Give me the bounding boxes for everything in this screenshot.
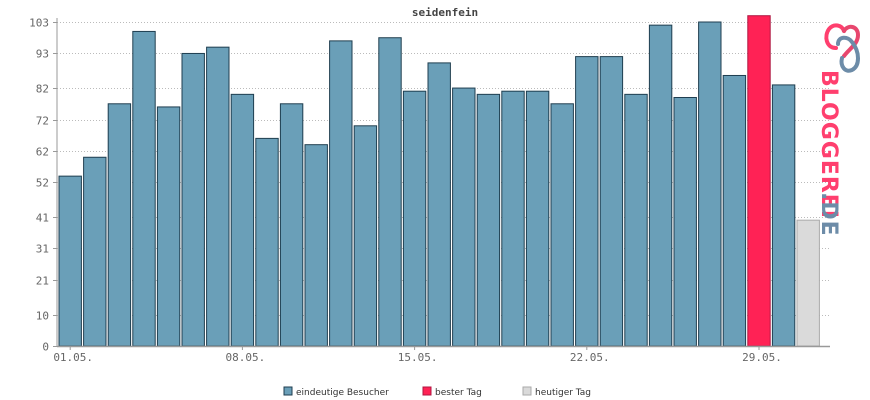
legend-label-today: heutiger Tag bbox=[535, 388, 591, 398]
bar-regular bbox=[230, 93, 255, 347]
legend-swatch-best bbox=[422, 386, 432, 396]
x-tick-label: 15.05. bbox=[398, 351, 438, 364]
bar-regular bbox=[107, 103, 132, 347]
bar-regular bbox=[58, 175, 82, 347]
y-tick-label: 52 bbox=[36, 177, 49, 190]
bar-regular bbox=[722, 74, 747, 347]
y-tick-label: 93 bbox=[36, 48, 49, 61]
bar-regular bbox=[624, 93, 648, 347]
bar-regular bbox=[132, 30, 156, 347]
y-tick-label: 41 bbox=[36, 212, 49, 225]
bar-best bbox=[747, 15, 771, 347]
legend: eindeutige Besucher bester Tag heutiger Ta… bbox=[283, 386, 591, 398]
bar-regular bbox=[648, 24, 673, 347]
bar-regular bbox=[279, 103, 304, 347]
brand-suffix: .DE bbox=[816, 192, 841, 237]
legend-label-best: bester Tag bbox=[435, 388, 482, 398]
y-tick-label: 21 bbox=[36, 275, 49, 288]
bar-regular bbox=[181, 52, 205, 347]
bar-regular bbox=[378, 37, 402, 347]
bar-regular bbox=[353, 125, 378, 347]
x-tick-label: 08.05. bbox=[226, 351, 266, 364]
bar-regular bbox=[156, 106, 181, 347]
y-tick-label: 72 bbox=[36, 115, 49, 128]
bar-regular bbox=[771, 84, 796, 347]
y-tick-label: 82 bbox=[36, 83, 49, 96]
bar-regular bbox=[427, 62, 451, 347]
bar-regular bbox=[452, 87, 476, 347]
y-tick-label: 10 bbox=[36, 310, 49, 323]
bar-regular bbox=[599, 56, 624, 347]
bloggerei-logo: BLOGGEREI .DE bbox=[816, 23, 861, 237]
legend-swatch-today bbox=[522, 386, 532, 396]
bar-today bbox=[796, 219, 820, 347]
legend-label-regular: eindeutige Besucher bbox=[296, 388, 389, 398]
axes: 0 10 21 31 41 52 62 72 82 93 103 01.05. 08.05. 15.05.… bbox=[29, 17, 830, 364]
bar-regular bbox=[402, 90, 427, 347]
bars bbox=[58, 15, 820, 347]
bar-regular bbox=[83, 156, 107, 347]
bloggerei-heart-logo-icon bbox=[824, 23, 861, 73]
y-tick-label: 62 bbox=[36, 146, 49, 159]
bar-regular bbox=[476, 93, 501, 347]
y-tick-label: 0 bbox=[42, 341, 49, 354]
x-tick-label: 22.05. bbox=[570, 351, 610, 364]
bar-regular bbox=[673, 96, 697, 347]
bar-regular bbox=[206, 46, 230, 347]
legend-swatch-regular bbox=[283, 386, 293, 396]
bar-regular bbox=[501, 90, 525, 347]
y-tick-label: 103 bbox=[29, 17, 49, 30]
bar-regular bbox=[329, 40, 353, 347]
bar-regular bbox=[698, 21, 722, 347]
brand-name: BLOGGEREI bbox=[816, 70, 841, 219]
x-tick-label: 01.05. bbox=[53, 351, 93, 364]
bar-regular bbox=[304, 144, 328, 347]
bar-regular bbox=[525, 90, 550, 347]
x-tick-label: 29.05. bbox=[742, 351, 782, 364]
bar-regular bbox=[575, 56, 599, 347]
bar-regular bbox=[255, 137, 279, 347]
chart-title: seidenfein bbox=[412, 6, 478, 19]
y-tick-label: 31 bbox=[36, 243, 49, 256]
bar-regular bbox=[550, 103, 574, 347]
